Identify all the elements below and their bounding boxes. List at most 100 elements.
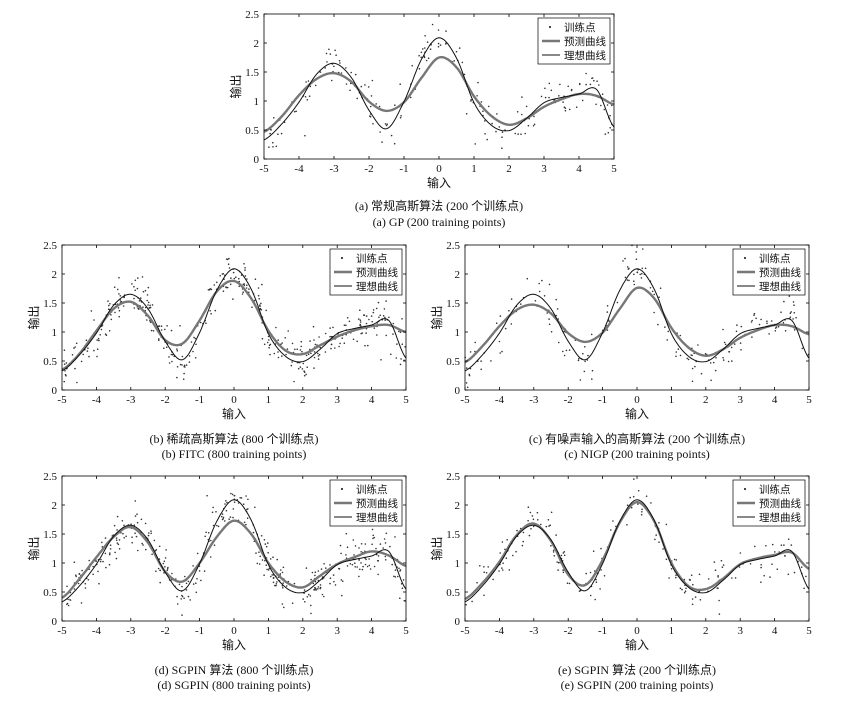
training-point xyxy=(501,567,503,569)
training-point xyxy=(664,326,666,328)
training-point xyxy=(345,67,347,69)
x-tick-label: 5 xyxy=(611,163,617,175)
training-point xyxy=(372,534,375,537)
training-point xyxy=(192,565,194,567)
training-point xyxy=(122,305,125,307)
training-point xyxy=(221,513,224,515)
x-tick-label: 5 xyxy=(806,625,812,637)
training-point xyxy=(241,293,244,295)
training-point xyxy=(522,531,525,534)
y-tick-label: 2 xyxy=(455,269,461,281)
training-point xyxy=(498,340,501,343)
x-tick-label: -2 xyxy=(564,625,573,637)
y-tick-label: 0 xyxy=(52,385,58,397)
x-tick-label: 0 xyxy=(436,163,442,175)
x-tick-label: 4 xyxy=(772,394,778,406)
training-point xyxy=(426,41,429,43)
training-point xyxy=(640,514,643,516)
training-point xyxy=(277,351,279,353)
training-point xyxy=(371,320,374,323)
training-point xyxy=(356,566,359,568)
training-point xyxy=(675,574,677,576)
training-point xyxy=(358,547,360,549)
training-point xyxy=(207,289,210,291)
x-tick-label: -3 xyxy=(329,163,339,175)
training-point xyxy=(299,349,302,351)
training-point xyxy=(107,308,110,311)
training-point xyxy=(769,576,771,578)
training-point xyxy=(385,334,388,337)
training-point xyxy=(319,71,322,73)
training-point xyxy=(520,133,522,135)
training-point xyxy=(396,343,398,345)
training-point xyxy=(390,134,393,137)
training-point xyxy=(394,569,397,571)
training-point xyxy=(109,544,112,546)
training-point xyxy=(527,506,530,509)
training-point xyxy=(766,322,768,325)
training-point xyxy=(247,498,249,501)
training-point xyxy=(269,558,272,560)
training-point xyxy=(181,594,183,597)
training-point xyxy=(99,560,102,563)
training-point xyxy=(431,23,434,26)
training-point xyxy=(562,101,564,103)
training-point xyxy=(783,300,785,303)
training-point xyxy=(474,341,477,344)
training-point xyxy=(210,539,212,542)
training-point xyxy=(635,258,638,261)
training-point xyxy=(400,583,403,585)
training-point xyxy=(345,532,348,535)
training-point xyxy=(399,83,402,85)
x-tick-label: 1 xyxy=(669,394,675,406)
y-tick-label: 0 xyxy=(455,385,461,397)
training-point xyxy=(377,555,380,557)
training-point xyxy=(496,113,498,115)
training-point xyxy=(291,602,294,604)
training-point xyxy=(187,580,190,583)
training-point xyxy=(334,347,336,349)
training-point xyxy=(365,322,368,325)
training-point xyxy=(527,519,529,522)
training-point xyxy=(483,594,485,597)
training-point xyxy=(399,570,401,572)
training-point xyxy=(395,357,398,359)
training-point xyxy=(277,133,279,135)
training-point xyxy=(63,363,66,366)
training-point xyxy=(118,548,121,550)
training-point xyxy=(372,123,374,125)
training-point xyxy=(499,552,502,554)
training-point xyxy=(305,567,308,569)
training-point xyxy=(231,493,234,496)
training-point xyxy=(71,354,74,356)
caption-e-en: (e) SGPIN (200 training points) xyxy=(560,678,714,692)
training-point xyxy=(303,374,306,377)
training-point xyxy=(727,360,730,363)
caption-b-en: (b) FITC (800 training points) xyxy=(161,447,307,461)
training-point xyxy=(546,312,548,314)
training-point xyxy=(482,110,484,113)
training-point xyxy=(338,59,341,62)
training-point xyxy=(304,601,306,603)
training-point xyxy=(281,603,284,605)
training-point xyxy=(140,297,142,299)
training-point xyxy=(243,263,245,265)
y-axis-label: 输出 xyxy=(429,305,444,329)
training-point xyxy=(377,301,380,304)
training-point xyxy=(606,329,609,331)
training-point xyxy=(731,577,733,579)
training-point xyxy=(267,569,270,571)
training-point xyxy=(305,373,307,376)
training-point xyxy=(277,356,280,359)
training-point xyxy=(222,518,224,520)
training-point xyxy=(774,551,776,553)
training-point xyxy=(150,329,153,332)
training-point xyxy=(368,558,370,560)
training-point xyxy=(319,346,322,349)
training-point xyxy=(384,319,387,321)
training-point xyxy=(293,582,296,585)
training-point xyxy=(735,330,738,333)
training-point xyxy=(694,596,697,598)
training-point xyxy=(694,365,696,368)
training-point xyxy=(317,352,319,355)
